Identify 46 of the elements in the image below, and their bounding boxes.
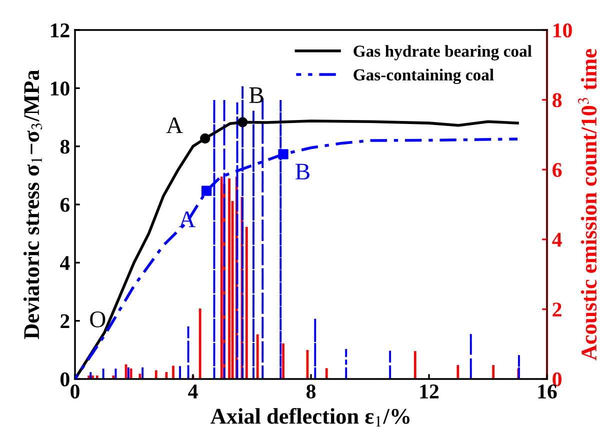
bar: [345, 349, 348, 379]
bar: [220, 176, 223, 379]
data-label: B: [249, 87, 264, 103]
bar: [127, 365, 130, 379]
bar: [246, 226, 248, 379]
bar: [256, 334, 259, 379]
bar: [187, 326, 190, 379]
y2-tick-label: 0: [552, 372, 562, 386]
bar: [90, 372, 92, 379]
bar: [172, 366, 174, 379]
x-tick-label: 16: [538, 384, 557, 399]
y2-tick-label: 6: [552, 163, 562, 178]
y-axis-title: Deviatoric stress σ$_{1}$−σ$_{3}$/MPa: [23, 70, 42, 339]
legend-label: Gas hydrate bearing coal: [354, 45, 532, 60]
y-tick-label: 2: [60, 314, 70, 328]
y2-tick-label: 4: [552, 232, 562, 247]
bar: [492, 365, 494, 379]
annotation: O: [90, 311, 106, 328]
x-tick-label: 12: [420, 384, 439, 398]
y2-tick-label: 10: [554, 23, 572, 38]
bar: [325, 368, 328, 379]
bar: [198, 308, 202, 379]
y-tick-label: 12: [50, 23, 70, 38]
bar: [142, 366, 144, 379]
y-tick-label: 6: [60, 198, 70, 212]
data-label: B: [296, 164, 310, 180]
data-label: A: [166, 117, 183, 134]
x-tick-label: 0: [70, 384, 80, 399]
x-axis-title: Axial deflection ε$_{1}$/%: [210, 408, 410, 427]
x-tick-label: 8: [306, 384, 316, 399]
y-tick-label: 10: [50, 82, 70, 96]
y-tick-label: 8: [60, 140, 70, 154]
bar: [414, 351, 416, 379]
point: [278, 149, 288, 160]
bar: [154, 370, 158, 379]
legend-label: Gas-containing coal: [354, 68, 494, 84]
y2-axis-title: Acoustic emission count/10$^{3}$ time: [578, 49, 597, 360]
bar: [228, 178, 230, 379]
bar: [456, 365, 460, 379]
y-tick-label: 0: [60, 372, 70, 386]
bar: [114, 368, 117, 379]
x-tick-label: 4: [188, 384, 198, 398]
bar: [282, 343, 284, 379]
y2-tick-label: 8: [552, 93, 562, 108]
y2-tick-label: 2: [552, 302, 562, 316]
y-tick-label: 4: [60, 256, 70, 270]
